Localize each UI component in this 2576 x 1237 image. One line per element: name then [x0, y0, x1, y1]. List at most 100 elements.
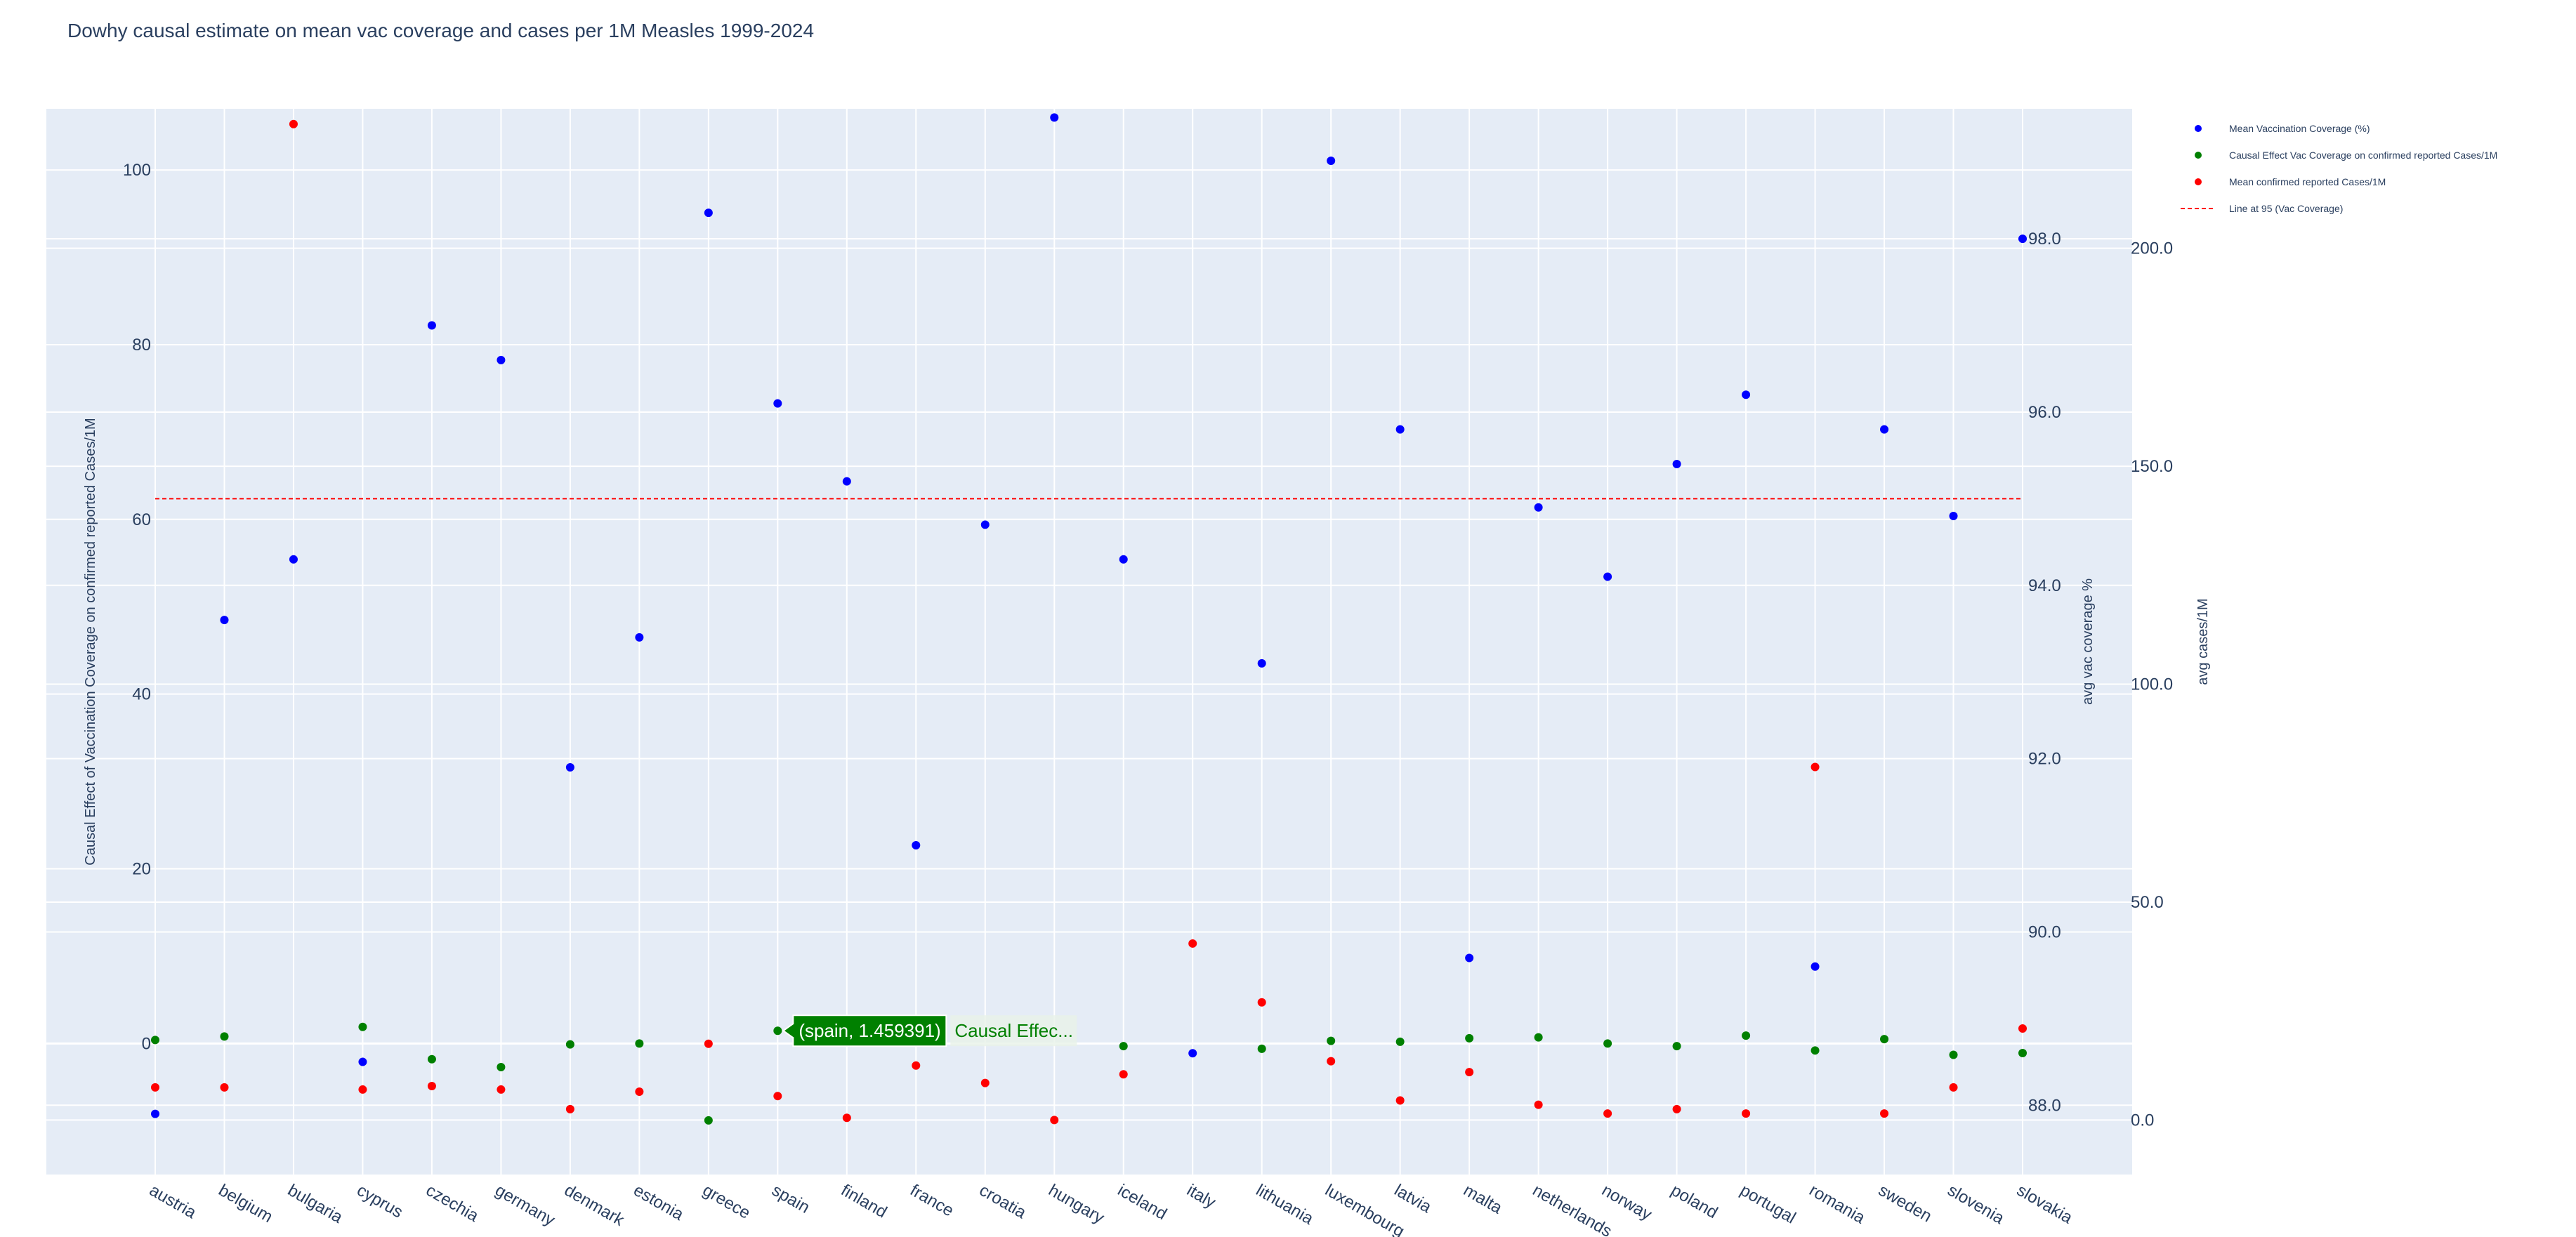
- y-axis-right-vac-ticks: 88.0 90.0 92.0 94.0 96.0 98.0: [2028, 230, 2061, 1115]
- y-tick-label: 40: [132, 685, 151, 704]
- legend-label: Mean Vaccination Coverage (%): [2229, 123, 2370, 134]
- y-axis-left-title: Causal Effect of Vaccination Coverage on…: [83, 418, 98, 865]
- data-point: [1327, 1036, 1336, 1045]
- x-tick-label: finland: [838, 1181, 891, 1222]
- data-point: [1603, 572, 1612, 581]
- data-point: [1949, 1050, 1958, 1059]
- y3-tick-label: 50.0: [2131, 893, 2164, 912]
- series-0: [151, 113, 2027, 1118]
- x-tick-label: austria: [146, 1181, 199, 1223]
- legend-label: Causal Effect Vac Coverage on confirmed …: [2229, 150, 2497, 161]
- data-point: [773, 399, 782, 408]
- hover-box: [782, 1014, 947, 1047]
- data-point: [1395, 1037, 1405, 1046]
- data-point: [1742, 1109, 1751, 1118]
- x-tick-label: denmark: [561, 1181, 628, 1231]
- y-tick-label: 0: [142, 1034, 151, 1053]
- data-point: [289, 555, 298, 564]
- x-tick-label: netherlands: [1530, 1181, 1615, 1237]
- data-point: [1949, 512, 1958, 521]
- x-tick-label: romania: [1806, 1181, 1869, 1228]
- legend-item[interactable]: Line at 95 (Vac Coverage): [2181, 203, 2343, 214]
- legend-item[interactable]: Causal Effect Vac Coverage on confirmed …: [2195, 150, 2497, 161]
- data-point: [842, 477, 851, 486]
- data-point: [427, 1081, 436, 1090]
- data-point: [635, 1087, 644, 1097]
- data-point: [2018, 1049, 2027, 1058]
- data-point: [2018, 234, 2027, 244]
- data-point: [1949, 1083, 1958, 1092]
- hover-series-name: Causal Effec...: [954, 1020, 1073, 1041]
- x-tick-label: slovenia: [1945, 1181, 2008, 1229]
- data-point: [635, 1039, 644, 1048]
- y-axis-left-ticks: 0 20 40 60 80 100: [123, 161, 151, 1053]
- y-tick-label: 100: [123, 161, 151, 180]
- y-tick-label: 80: [132, 336, 151, 355]
- data-point: [151, 1109, 159, 1118]
- data-point: [842, 1113, 851, 1123]
- data-point: [1534, 1100, 1543, 1109]
- y2-tick-label: 88.0: [2028, 1096, 2061, 1115]
- data-point: [1672, 460, 1681, 468]
- data-point: [1327, 1057, 1336, 1066]
- data-point: [1465, 1033, 1474, 1043]
- data-point: [1188, 939, 1197, 948]
- data-point: [220, 1032, 229, 1041]
- hover-name-bg: [950, 1015, 1077, 1047]
- x-tick-label: belgium: [215, 1181, 275, 1226]
- data-point: [1672, 1042, 1681, 1051]
- data-point: [220, 1083, 229, 1092]
- data-point: [1534, 1033, 1543, 1042]
- chart-title: Dowhy causal estimate on mean vac covera…: [67, 20, 814, 41]
- data-point: [1465, 953, 1474, 963]
- legend-label: Line at 95 (Vac Coverage): [2229, 203, 2343, 214]
- data-point: [1603, 1109, 1612, 1118]
- y2-tick-label: 92.0: [2028, 750, 2061, 769]
- x-tick-label: czechia: [423, 1181, 482, 1226]
- data-point: [980, 520, 990, 529]
- data-point: [565, 762, 574, 772]
- data-point: [1119, 1070, 1128, 1079]
- y3-tick-label: 200.0: [2131, 239, 2173, 258]
- data-point: [2018, 1024, 2027, 1033]
- data-point: [1672, 1104, 1681, 1113]
- data-point: [704, 209, 713, 218]
- data-point: [289, 119, 298, 128]
- data-point: [1257, 1044, 1266, 1053]
- y-tick-label: 60: [132, 510, 151, 529]
- data-point: [1534, 503, 1543, 512]
- y2-tick-label: 90.0: [2028, 922, 2061, 941]
- data-point: [912, 841, 921, 850]
- plot-area: [46, 109, 2132, 1175]
- data-point: [980, 1078, 990, 1087]
- data-point: [565, 1104, 574, 1113]
- x-tick-label: estonia: [630, 1181, 687, 1224]
- x-tick-label: slovakia: [2013, 1181, 2076, 1228]
- hover-tooltip: (spain, 1.459391) Causal Effec...: [782, 1014, 1077, 1047]
- x-tick-label: latvia: [1391, 1181, 1435, 1217]
- x-tick-label: iceland: [1115, 1181, 1170, 1224]
- series-1: [151, 1022, 2027, 1125]
- data-point: [1257, 998, 1266, 1007]
- data-point: [773, 1026, 782, 1036]
- series-2: [151, 119, 2027, 1125]
- x-tick-label: portugal: [1737, 1181, 1799, 1228]
- data-point: [1395, 425, 1405, 434]
- data-point: [358, 1085, 367, 1094]
- legend-marker: [2195, 178, 2202, 185]
- legend-item[interactable]: Mean Vaccination Coverage (%): [2195, 123, 2370, 134]
- data-point: [220, 616, 229, 625]
- legend[interactable]: Mean Vaccination Coverage (%) Causal Effe…: [2181, 123, 2497, 214]
- y2-tick-label: 98.0: [2028, 230, 2061, 249]
- legend-item[interactable]: Mean confirmed reported Cases/1M: [2195, 176, 2386, 187]
- data-point: [427, 1054, 436, 1064]
- data-point: [1050, 113, 1059, 122]
- y2-tick-label: 96.0: [2028, 403, 2061, 422]
- data-point: [151, 1083, 159, 1092]
- data-point: [1603, 1039, 1612, 1048]
- y3-tick-label: 100.0: [2131, 675, 2173, 694]
- data-point: [565, 1040, 574, 1049]
- data-point: [1327, 157, 1336, 166]
- data-point: [1811, 962, 1820, 971]
